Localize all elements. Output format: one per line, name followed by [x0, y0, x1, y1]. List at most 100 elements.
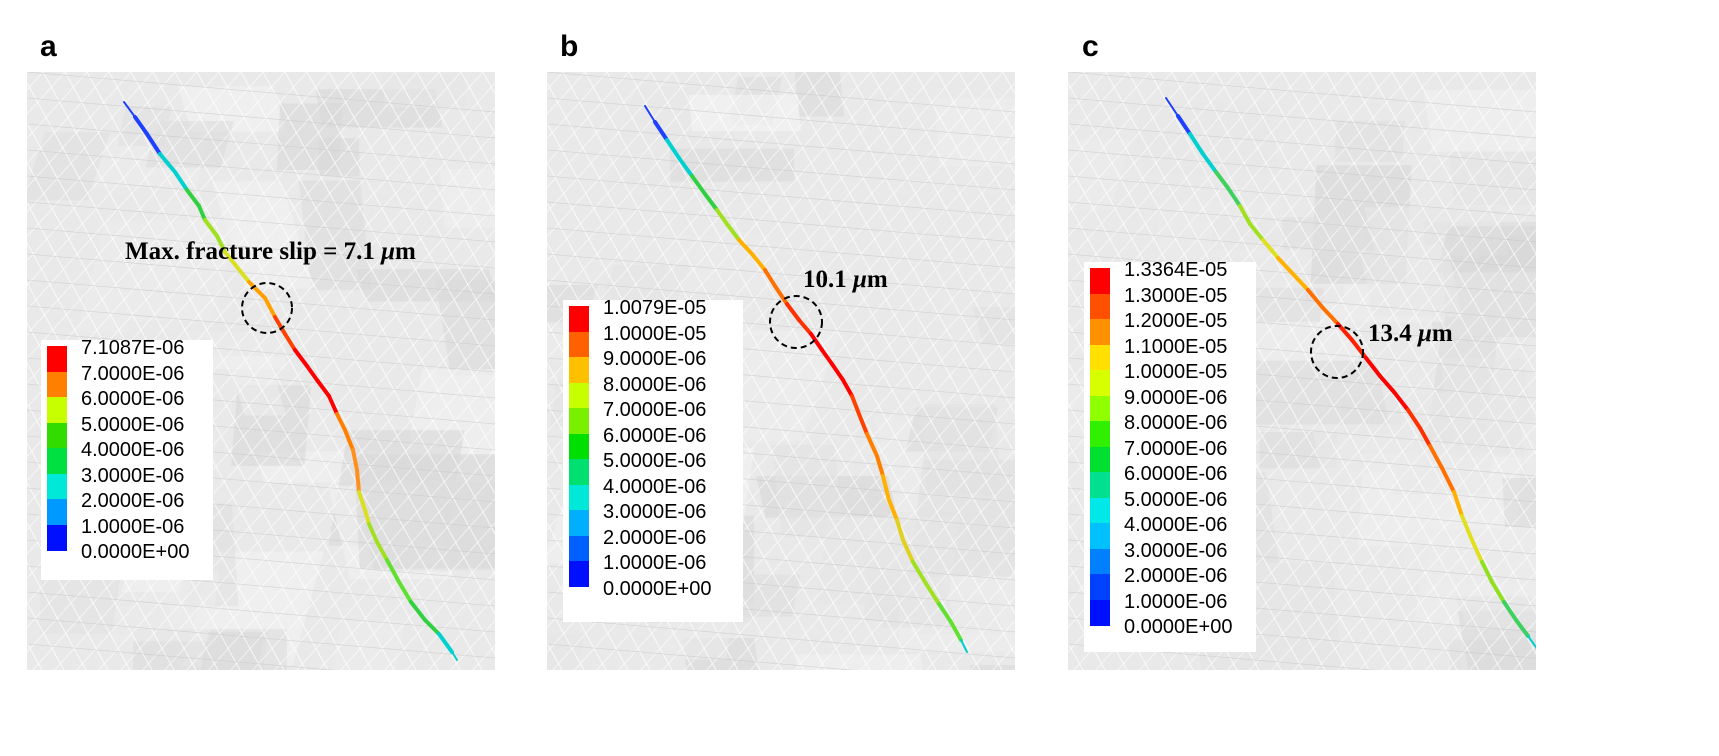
- fracture-segment: [375, 540, 389, 562]
- fracture-segment: [351, 448, 359, 472]
- fracture-segment: [1306, 288, 1325, 310]
- fracture-segment: [857, 412, 869, 436]
- legend-label: 7.1087E-06: [81, 337, 185, 359]
- legend-c: 1.3364E-05 1.3000E-05 1.2000E-05 1.1000E-05…: [1084, 259, 1256, 652]
- fracture-segment: [895, 518, 905, 542]
- legend-label: 6.0000E-06: [603, 424, 707, 447]
- legend-label: 3.0000E-06: [603, 501, 707, 523]
- legend-label: 2.0000E-06: [1124, 565, 1228, 587]
- fracture-segment: [409, 600, 427, 622]
- fracture-segment: [1480, 560, 1494, 584]
- fracture-segment: [223, 250, 239, 269]
- fracture-plot-c: [1068, 72, 1536, 670]
- fracture-segment: [1378, 374, 1396, 394]
- legend-swatch: [569, 433, 589, 460]
- legend-label: 1.0000E-05: [1124, 361, 1228, 383]
- legend-swatch: [1090, 472, 1110, 498]
- fracture-segment: [773, 284, 789, 306]
- legend-swatch: [47, 448, 67, 474]
- legend-swatch: [1090, 523, 1110, 549]
- fracture-segment: [690, 174, 707, 196]
- legend-swatch: [569, 459, 589, 485]
- fracture-segment: [437, 632, 454, 654]
- legend-label: 1.0000E-05: [603, 322, 707, 345]
- legend-label: 2.0000E-06: [81, 490, 185, 512]
- fracture-segment: [1176, 114, 1192, 136]
- legend-label: 1.1000E-05: [1124, 335, 1228, 358]
- legend-label: 8.0000E-06: [603, 373, 707, 396]
- fracture-segment: [305, 364, 319, 382]
- legend-swatch: [1090, 548, 1110, 575]
- legend-label: 1.3364E-05: [1124, 259, 1228, 281]
- fracture-segment: [1527, 635, 1536, 649]
- legend-label: 9.0000E-06: [603, 348, 707, 370]
- legend-label: 6.0000E-06: [1124, 463, 1228, 485]
- fracture-segment: [887, 498, 899, 522]
- legend-label: 2.0000E-06: [603, 526, 707, 549]
- fracture-segment: [1276, 256, 1295, 276]
- legend-swatch: [569, 535, 589, 562]
- mesh-panel-b: 1.0079E-05 1.0000E-05 9.0000E-06 8.0000E-06…: [547, 72, 1015, 670]
- legend-swatch: [1090, 293, 1110, 320]
- fracture-segment: [343, 428, 355, 452]
- legend-label: 1.0000E-06: [81, 515, 185, 538]
- fracture-segment: [357, 490, 367, 512]
- legend-swatch: [47, 499, 67, 525]
- fracture-segment: [1502, 600, 1518, 622]
- fracture-segment: [185, 188, 201, 208]
- fracture-segment: [937, 602, 953, 624]
- fracture-segment: [451, 651, 458, 661]
- fracture-segment: [367, 522, 379, 544]
- fracture-segment: [850, 394, 861, 416]
- fracture-segment: [785, 302, 801, 322]
- annotation-b: 10.1 μm: [803, 266, 888, 293]
- legend-swatch: [1090, 599, 1110, 626]
- legend-label: 8.0000E-06: [1124, 412, 1228, 434]
- fracture-segment: [725, 222, 741, 242]
- fracture-segment: [797, 318, 813, 336]
- fracture-segment: [1428, 444, 1444, 470]
- fracture-segment: [1248, 222, 1265, 242]
- fracture-trace: [1165, 97, 1536, 649]
- fracture-segment: [1364, 356, 1382, 378]
- fracture-segment: [653, 120, 669, 142]
- fracture-segment: [215, 234, 227, 254]
- legend-a: 7.1087E-06 7.0000E-06 6.0000E-06 5.0000E-06…: [41, 337, 213, 580]
- legend-swatch: [1090, 395, 1110, 422]
- legend-swatch: [1090, 574, 1110, 600]
- fracture-segment: [1452, 490, 1464, 518]
- fracture-segment: [1321, 306, 1340, 326]
- legend-swatch: [47, 346, 67, 372]
- fracture-segment: [875, 454, 885, 478]
- max-slip-circle: [241, 282, 293, 334]
- fracture-segment: [1238, 204, 1252, 226]
- legend-swatch: [1090, 344, 1110, 371]
- legend-label: 5.0000E-06: [603, 450, 707, 472]
- legend-label: 1.3000E-05: [1124, 284, 1228, 307]
- legend-swatch: [569, 510, 589, 536]
- fracture-segment: [901, 538, 915, 564]
- fracture-segment: [203, 218, 219, 238]
- legend-swatch: [1090, 421, 1110, 447]
- fracture-segment: [830, 362, 845, 382]
- legend-label: 1.0000E-06: [603, 552, 707, 574]
- panel-letter-b: b: [560, 30, 579, 63]
- fracture-segment: [865, 432, 879, 458]
- fracture-segment: [173, 170, 189, 192]
- annotation-a: Max. fracture slip = 7.1 μm: [125, 238, 416, 265]
- legend-swatch: [569, 357, 589, 383]
- panel-letter-c: c: [1082, 30, 1099, 63]
- legend-swatch: [47, 371, 67, 398]
- fracture-segment: [703, 192, 719, 212]
- legend-label: 9.0000E-06: [1124, 386, 1228, 409]
- legend-label: 7.0000E-06: [603, 399, 707, 421]
- legend-swatch: [1090, 319, 1110, 345]
- fracture-segment: [1291, 272, 1310, 292]
- fracture-segment: [235, 265, 251, 284]
- legend-swatch: [1090, 497, 1110, 524]
- fracture-segment: [273, 315, 287, 336]
- fracture-segment: [263, 296, 277, 319]
- fracture-segment: [363, 508, 371, 526]
- legend-swatch: [569, 382, 589, 409]
- fracture-segment: [923, 580, 941, 606]
